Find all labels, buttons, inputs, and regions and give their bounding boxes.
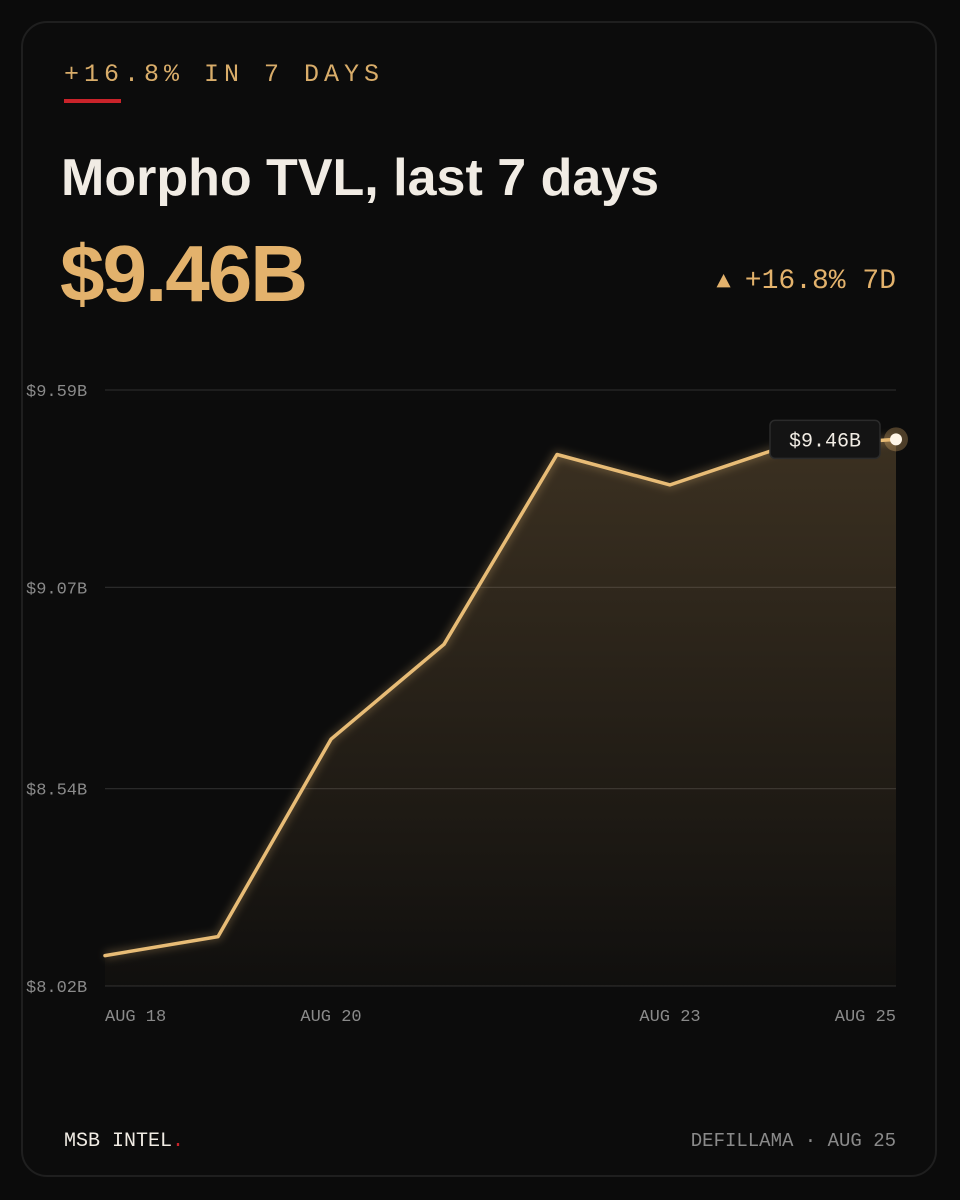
value-label-box <box>769 419 881 460</box>
change-badge: ▲ +16.8% 7D <box>716 266 896 297</box>
chart-title: Morpho TVL, last 7 days <box>61 149 660 207</box>
up-arrow-icon: ▲ <box>716 269 731 296</box>
value-label: $9.46B <box>789 430 861 453</box>
kicker-underline <box>64 99 121 103</box>
x-tick-label: AUG 20 <box>300 1008 361 1027</box>
data-point <box>103 954 107 958</box>
source-credit: DEFILLAMA · AUG 25 <box>690 1130 896 1152</box>
change-text: +16.8% 7D <box>744 266 896 297</box>
last-point <box>890 433 902 446</box>
y-tick-label: $8.02B <box>26 979 87 998</box>
data-point <box>668 483 672 487</box>
series-line <box>103 437 898 958</box>
area-fill <box>105 439 896 986</box>
y-tick-label: $8.54B <box>26 782 87 801</box>
y-tick-label: $9.07B <box>26 580 87 599</box>
data-point <box>216 935 220 939</box>
change-kicker: +16.8% IN 7 DAYS <box>64 60 385 89</box>
brand-text: MSB INTEL <box>64 1130 173 1153</box>
data-point <box>442 642 446 646</box>
current-value: $9.46B <box>60 229 308 318</box>
x-tick-label: AUG 25 <box>835 1008 896 1027</box>
data-point <box>555 453 559 457</box>
data-point <box>329 737 333 741</box>
brand-dot: . <box>172 1130 185 1153</box>
x-tick-label: AUG 18 <box>105 1008 166 1027</box>
y-tick-label: $9.59B <box>26 383 87 402</box>
brand-name: MSB INTEL. <box>64 1130 184 1153</box>
x-tick-label: AUG 23 <box>639 1008 700 1027</box>
